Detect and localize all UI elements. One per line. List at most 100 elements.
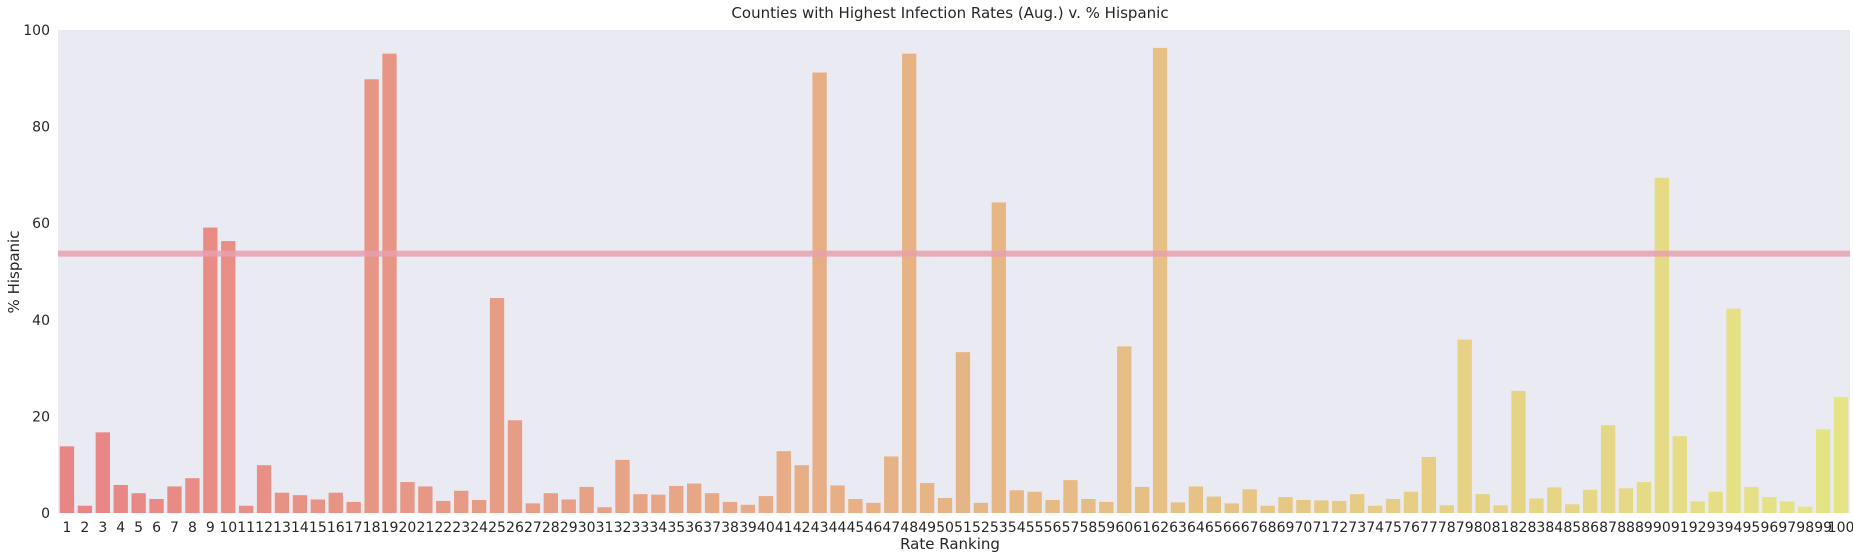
x-tick-label: 46 — [864, 520, 882, 536]
bar-1 — [59, 446, 75, 513]
bar-46 — [866, 502, 881, 513]
y-tick-label: 80 — [32, 120, 50, 136]
bar-52 — [973, 502, 989, 513]
bar-57 — [1063, 480, 1078, 513]
x-tick-label: 31 — [596, 520, 614, 536]
bar-51 — [955, 352, 971, 513]
bar-25 — [489, 298, 505, 513]
x-tick-label: 48 — [900, 520, 918, 536]
bar-73 — [1350, 494, 1365, 513]
x-tick-label: 90 — [1653, 520, 1671, 536]
bar-65 — [1206, 496, 1222, 513]
x-tick-label: 32 — [614, 520, 632, 536]
bar-22 — [436, 500, 451, 513]
x-tick-label: 54 — [1008, 520, 1026, 536]
x-tick-label: 42 — [793, 520, 811, 536]
bar-38 — [722, 501, 738, 513]
x-tick-label: 69 — [1277, 520, 1295, 536]
x-tick-label: 78 — [1438, 520, 1456, 536]
x-tick-label: 2 — [80, 520, 89, 536]
bar-47 — [884, 456, 899, 513]
bar-3 — [95, 432, 110, 513]
x-tick-label: 11 — [237, 520, 255, 536]
bar-85 — [1565, 504, 1580, 513]
bar-41 — [776, 451, 791, 513]
bar-19 — [382, 53, 397, 514]
x-tick-label: 61 — [1133, 520, 1151, 536]
bar-10 — [221, 241, 236, 513]
x-tick-label: 79 — [1456, 520, 1474, 536]
bar-78 — [1439, 505, 1454, 513]
bar-100 — [1833, 397, 1849, 513]
bar-84 — [1547, 487, 1562, 513]
x-tick-label: 19 — [381, 520, 399, 536]
bar-64 — [1188, 486, 1204, 513]
bar-6 — [149, 498, 164, 513]
x-tick-label: 68 — [1259, 520, 1277, 536]
bar-77 — [1421, 456, 1437, 513]
x-tick-label: 41 — [775, 520, 793, 536]
y-tick-label: 40 — [32, 313, 50, 329]
x-tick-label: 87 — [1599, 520, 1617, 536]
y-tick-label: 60 — [32, 216, 50, 232]
bar-61 — [1134, 486, 1150, 513]
bar-71 — [1314, 500, 1329, 513]
x-tick-label: 17 — [345, 520, 363, 536]
y-axis: 0 20 40 60 80 100 — [23, 23, 50, 522]
bar-14 — [292, 495, 308, 513]
bar-50 — [937, 498, 953, 513]
bar-37 — [704, 493, 720, 513]
bar-67 — [1242, 489, 1257, 513]
x-tick-label: 15 — [309, 520, 327, 536]
x-tick-label: 81 — [1492, 520, 1510, 536]
bar-55 — [1027, 491, 1042, 513]
x-tick-label: 76 — [1402, 520, 1420, 536]
x-tick-label: 9 — [206, 520, 215, 536]
x-tick-label: 38 — [721, 520, 739, 536]
x-tick-label: 98 — [1796, 520, 1814, 536]
x-tick-label: 53 — [990, 520, 1008, 536]
bar-11 — [238, 505, 254, 513]
bar-34 — [651, 494, 666, 513]
x-tick-label: 44 — [829, 520, 847, 536]
x-tick-label: 37 — [703, 520, 721, 536]
bar-15 — [310, 499, 326, 513]
x-tick-label: 4 — [116, 520, 125, 536]
x-tick-label: 95 — [1743, 520, 1761, 536]
x-tick-label: 62 — [1151, 520, 1169, 536]
bar-63 — [1170, 502, 1186, 513]
x-tick-label: 80 — [1474, 520, 1492, 536]
bar-39 — [740, 504, 756, 513]
bar-48 — [902, 53, 917, 514]
bar-99 — [1815, 429, 1831, 513]
x-tick-label: 73 — [1348, 520, 1366, 536]
x-tick-label: 65 — [1205, 520, 1223, 536]
bar-2 — [77, 505, 93, 513]
x-tick-label: 7 — [170, 520, 179, 536]
x-tick-label: 85 — [1563, 520, 1581, 536]
x-tick-label: 40 — [757, 520, 775, 536]
bar-23 — [454, 490, 469, 513]
bar-97 — [1780, 501, 1795, 513]
bar-30 — [579, 486, 594, 513]
x-tick-label: 55 — [1026, 520, 1044, 536]
x-tick-label: 57 — [1062, 520, 1080, 536]
bar-82 — [1511, 390, 1526, 513]
x-tick-label: 36 — [685, 520, 703, 536]
bar-72 — [1332, 500, 1347, 513]
x-tick-label: 30 — [578, 520, 596, 536]
x-tick-label: 47 — [882, 520, 900, 536]
bar-89 — [1636, 482, 1652, 513]
x-tick-label: 100 — [1828, 520, 1853, 536]
bar-28 — [543, 493, 558, 513]
x-tick-label: 99 — [1814, 520, 1832, 536]
bar-32 — [615, 459, 630, 513]
x-tick-label: 60 — [1115, 520, 1133, 536]
bar-54 — [1009, 490, 1024, 513]
bar-96 — [1762, 497, 1777, 513]
x-axis: 1 2 3 4 5 6 7 8 9 10 11 12 13 14 15 16 17 18 19 20 21 22 23 24 2… — [62, 520, 1853, 536]
bar-12 — [256, 465, 272, 513]
x-tick-label: 13 — [273, 520, 291, 536]
x-tick-label: 3 — [98, 520, 107, 536]
x-tick-label: 20 — [399, 520, 417, 536]
